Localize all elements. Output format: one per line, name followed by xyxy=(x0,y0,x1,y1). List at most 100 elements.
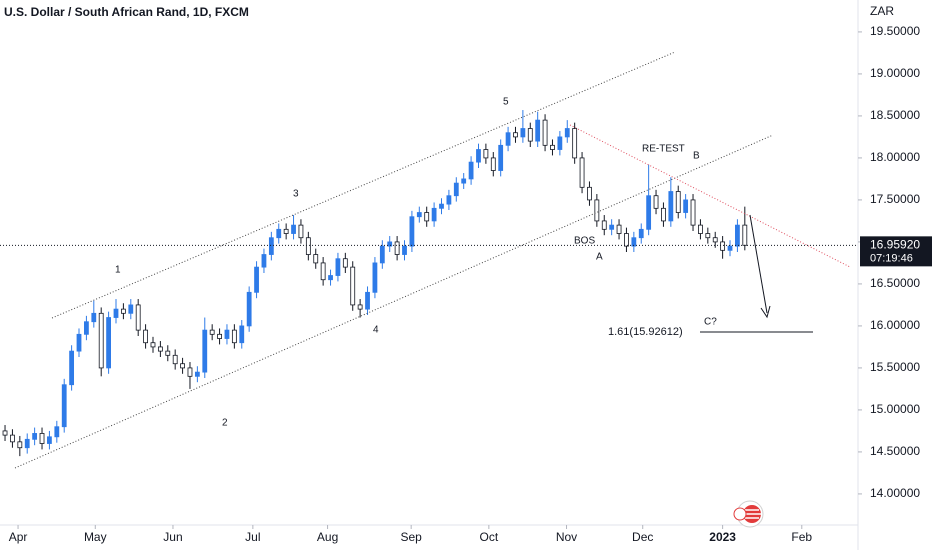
candle-body xyxy=(638,228,644,239)
annotation: 4 xyxy=(373,325,379,336)
arrow xyxy=(749,214,768,314)
candle-body xyxy=(365,291,370,310)
annotation: 1 xyxy=(115,265,121,276)
candle-body xyxy=(231,329,237,344)
candle-body xyxy=(165,350,171,356)
candle-body xyxy=(2,430,8,436)
candle-body xyxy=(631,237,637,247)
annotation: RE-TEST xyxy=(642,144,685,155)
candle-body xyxy=(187,367,193,377)
candle-body xyxy=(483,149,489,159)
x-tick-label: Jun xyxy=(163,530,182,544)
candle-body xyxy=(32,433,38,440)
x-tick-label: Feb xyxy=(791,530,812,544)
candle-body xyxy=(10,434,15,443)
candle-body xyxy=(91,312,97,323)
candle-body xyxy=(320,262,326,281)
y-tick-label: 19.00000 xyxy=(870,66,920,80)
annotation: 5 xyxy=(503,97,509,108)
candle-body xyxy=(712,237,718,243)
axis-unit: ZAR xyxy=(870,4,894,18)
candle-body xyxy=(202,329,208,373)
x-tick-label: May xyxy=(84,530,107,544)
y-tick-label: 19.50000 xyxy=(870,24,920,38)
candle-body xyxy=(224,329,230,339)
y-tick-label: 18.00000 xyxy=(870,150,920,164)
candle-body xyxy=(727,245,733,251)
candle-body xyxy=(379,245,385,264)
candle-body xyxy=(439,203,444,209)
candle-body xyxy=(527,128,533,142)
candle-body xyxy=(446,195,452,205)
countdown-label: 07:19:46 xyxy=(870,252,913,264)
candle-body xyxy=(54,426,60,438)
candle-body xyxy=(616,224,622,234)
candle-body xyxy=(601,220,607,230)
x-tick-label: 2023 xyxy=(709,530,736,544)
candle-body xyxy=(690,199,696,226)
candle-body xyxy=(505,132,511,146)
y-tick-label: 16.50000 xyxy=(870,276,920,290)
x-tick-label: Apr xyxy=(9,530,28,544)
candle-body xyxy=(416,212,422,218)
candle-body xyxy=(372,262,378,293)
x-tick-label: Sep xyxy=(400,530,422,544)
candle-body xyxy=(209,329,215,335)
candle-body xyxy=(246,291,252,327)
candle-body xyxy=(564,128,570,138)
candle-body xyxy=(61,384,67,428)
y-tick-label: 14.00000 xyxy=(870,486,920,500)
candle-body xyxy=(357,304,363,310)
candle-body xyxy=(520,128,526,138)
candle-body xyxy=(594,199,600,222)
candle-body xyxy=(668,191,674,222)
y-tick-label: 14.50000 xyxy=(870,444,920,458)
candle-body xyxy=(84,321,89,335)
candle-body xyxy=(157,346,163,352)
arrow-head xyxy=(760,305,771,319)
candle-body xyxy=(624,233,629,247)
candle-body xyxy=(587,186,592,201)
candle-body xyxy=(542,119,548,146)
last-price-label: 16.95920 xyxy=(870,238,920,252)
candle-body xyxy=(579,157,585,188)
candle-body xyxy=(461,178,467,184)
candle-body xyxy=(453,182,459,197)
candle-body xyxy=(735,224,740,247)
candle-body xyxy=(283,228,289,234)
annotation: 2 xyxy=(222,418,228,429)
upper-channel xyxy=(51,51,676,319)
candle-body xyxy=(143,329,148,344)
candle-body xyxy=(276,228,282,239)
annotation: B xyxy=(693,151,700,162)
annotation: 3 xyxy=(293,189,299,200)
candle-body xyxy=(698,224,703,234)
candle-body xyxy=(172,354,178,365)
candle-body xyxy=(476,149,481,163)
candle-body xyxy=(342,258,348,268)
candle-body xyxy=(180,363,185,369)
candle-body xyxy=(490,157,496,171)
candle-body xyxy=(106,317,112,369)
candle-body xyxy=(661,207,666,222)
y-tick-label: 16.00000 xyxy=(870,318,920,332)
candle-body xyxy=(675,191,681,213)
chart-title: U.S. Dollar / South African Rand, 1D, FX… xyxy=(4,5,249,19)
candle-body xyxy=(550,144,555,150)
candle-body xyxy=(254,266,259,293)
candle-body xyxy=(47,436,52,444)
candle-body xyxy=(653,195,659,209)
candle-body xyxy=(135,304,141,331)
candle-body xyxy=(113,308,119,318)
y-tick-label: 15.50000 xyxy=(870,360,920,374)
candle-body xyxy=(69,350,75,386)
candle-body xyxy=(498,144,504,171)
candle-body xyxy=(217,333,222,339)
candle-body xyxy=(409,216,415,247)
candle-body xyxy=(572,128,578,159)
x-tick-label: Nov xyxy=(556,530,577,544)
candle-body xyxy=(24,438,30,449)
candle-body xyxy=(394,241,400,255)
